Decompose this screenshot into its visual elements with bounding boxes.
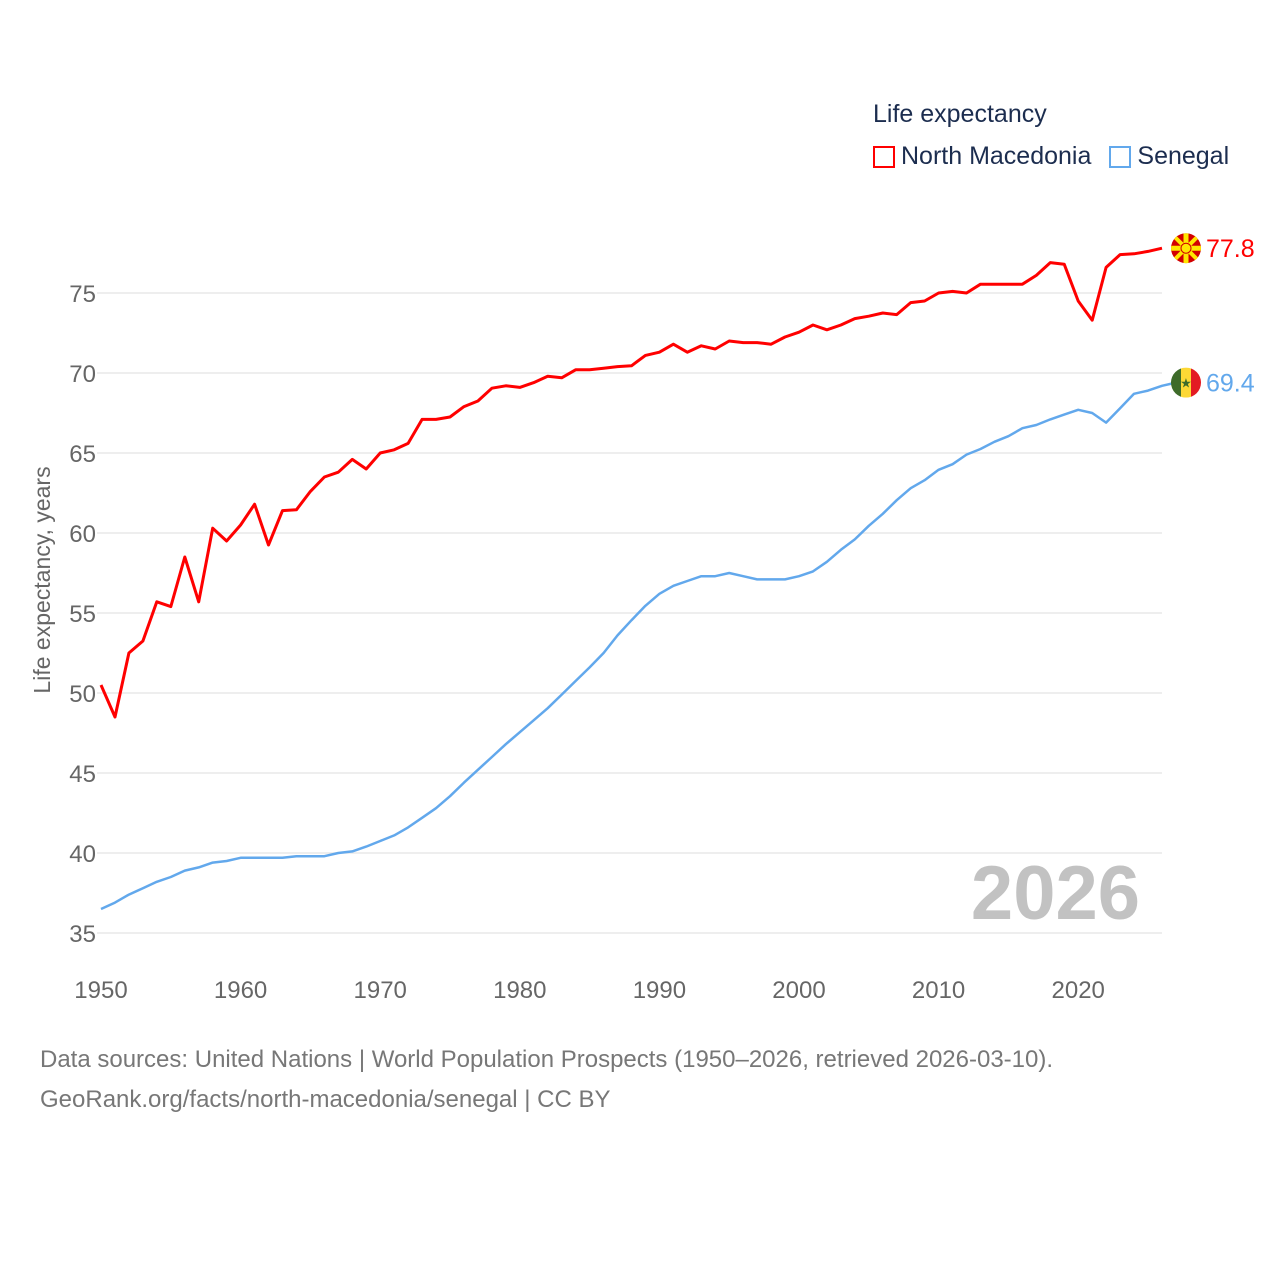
x-tick-label: 1960 <box>214 977 267 1004</box>
footer-credit[interactable]: GeoRank.org/facts/north-macedonia/senega… <box>40 1086 611 1113</box>
footer-sources: Data sources: United Nations | World Pop… <box>40 1046 1054 1073</box>
svg-text:★: ★ <box>1180 376 1192 391</box>
senegal-flag-icon: ★ <box>1171 367 1201 398</box>
legend: North Macedonia Senegal <box>873 142 1229 171</box>
x-tick-label: 2010 <box>912 977 965 1004</box>
legend-title: Life expectancy <box>873 100 1047 128</box>
year-watermark: 2026 <box>971 851 1140 936</box>
legend-label: North Macedonia <box>901 142 1092 170</box>
y-tick-label: 75 <box>69 281 96 308</box>
x-tick-label: 1970 <box>354 977 407 1004</box>
legend-item-senegal[interactable]: Senegal <box>1109 142 1229 171</box>
x-tick-label: 1980 <box>493 977 546 1004</box>
y-tick-label: 70 <box>69 361 96 388</box>
x-tick-label: 1950 <box>74 977 127 1004</box>
y-axis-title: Life expectancy, years <box>29 466 55 693</box>
y-tick-label: 50 <box>69 681 96 708</box>
legend-label: Senegal <box>1137 142 1230 170</box>
y-tick-label: 60 <box>69 521 96 548</box>
y-tick-label: 40 <box>69 841 96 868</box>
legend-swatch <box>873 145 895 168</box>
x-tick-label: 2000 <box>772 977 825 1004</box>
end-value-label: 77.8 <box>1206 235 1255 263</box>
end-value-label: 69.4 <box>1206 370 1255 398</box>
x-tick-label: 1990 <box>633 977 686 1004</box>
north-macedonia-flag-icon <box>1171 233 1201 264</box>
y-tick-label: 55 <box>69 601 96 628</box>
legend-item-north-macedonia[interactable]: North Macedonia <box>873 142 1091 171</box>
y-tick-label: 65 <box>69 441 96 468</box>
legend-swatch <box>1109 145 1132 168</box>
y-tick-label: 45 <box>69 761 96 788</box>
x-tick-label: 2020 <box>1052 977 1105 1004</box>
series-line-senegal <box>100 381 1177 911</box>
y-tick-label: 35 <box>69 921 96 948</box>
series-line-north-macedonia <box>99 246 1163 719</box>
